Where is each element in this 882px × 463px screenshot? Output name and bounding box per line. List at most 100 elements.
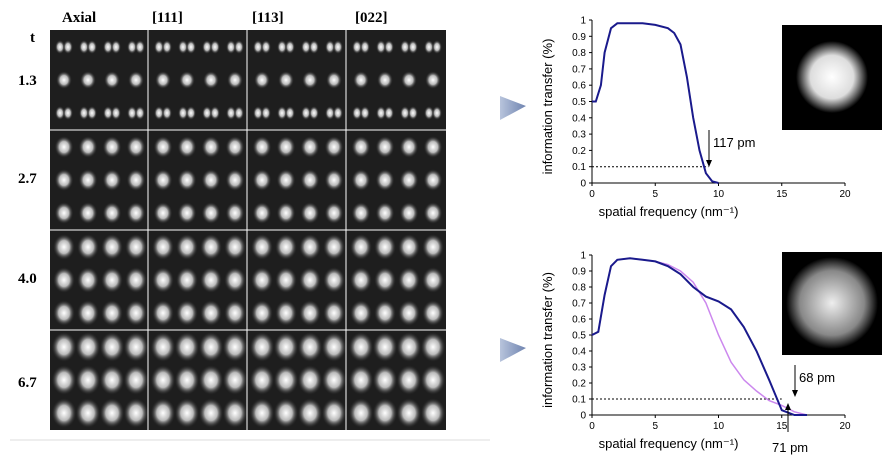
column-header: [113] [252, 10, 284, 26]
atom-column [80, 71, 96, 89]
atom-column [123, 398, 149, 428]
atom-column [398, 300, 420, 326]
atom-column [174, 365, 200, 395]
atom-column [198, 332, 224, 362]
atom-column [396, 332, 422, 362]
atom-column [104, 71, 120, 89]
atom-column [225, 169, 245, 191]
atom-column [350, 300, 372, 326]
atom-column [153, 202, 173, 224]
x-tick-label: 5 [652, 421, 658, 432]
atom-column [396, 365, 422, 395]
atom-column [301, 40, 311, 54]
atom-column [323, 234, 345, 260]
atom-column [375, 136, 395, 158]
y-tick-label: 0.9 [572, 267, 586, 278]
y-tick-label: 0.9 [572, 32, 586, 43]
atom-column [423, 136, 443, 158]
atom-column [202, 106, 212, 120]
atom-column [234, 40, 244, 54]
atom-column [422, 267, 444, 293]
atom-column [186, 106, 196, 120]
atom-column [152, 300, 174, 326]
atom-column [372, 398, 398, 428]
y-tick-label: 0.5 [572, 331, 586, 342]
atom-column [210, 40, 220, 54]
atom-column [126, 202, 146, 224]
atom-column [123, 365, 149, 395]
atom-column [201, 136, 221, 158]
atom-column [153, 169, 173, 191]
atom-column [432, 106, 442, 120]
atom-column [251, 267, 273, 293]
atom-column [360, 40, 370, 54]
atom-column [177, 136, 197, 158]
atom-column [125, 300, 147, 326]
atom-column [253, 106, 263, 120]
atom-column [376, 106, 386, 120]
atom-column [177, 169, 197, 191]
atom-column [408, 40, 418, 54]
atom-column [302, 71, 318, 89]
pointer [500, 338, 526, 362]
atom-column [249, 365, 275, 395]
atom-column [126, 169, 146, 191]
atom-column [324, 136, 344, 158]
atom-column [420, 365, 446, 395]
pointer [500, 96, 526, 120]
atom-column [423, 169, 443, 191]
annotation: 71 pm [772, 440, 808, 455]
atom-column [275, 300, 297, 326]
atom-column [377, 71, 393, 89]
atom-column [201, 169, 221, 191]
y-tick-label: 0 [580, 411, 586, 422]
atom-column [300, 202, 320, 224]
atom-column [278, 71, 294, 89]
y-tick-label: 0 [580, 179, 586, 190]
atom-column [253, 40, 263, 54]
atom-column [375, 202, 395, 224]
atom-column [323, 300, 345, 326]
atom-column [125, 267, 147, 293]
atom-column [51, 365, 77, 395]
atom-column [420, 398, 446, 428]
atom-column [54, 202, 74, 224]
atom-column [321, 398, 347, 428]
atom-column [400, 106, 410, 120]
atom-column [101, 267, 123, 293]
y-tick-label: 0.8 [572, 283, 586, 294]
atom-column [326, 71, 342, 89]
inset-disk [786, 257, 878, 349]
atom-column [111, 40, 121, 54]
atom-column [261, 40, 271, 54]
atom-column [422, 300, 444, 326]
atom-column [324, 169, 344, 191]
atom-column [55, 106, 65, 120]
atom-column [309, 40, 319, 54]
atom-column [102, 169, 122, 191]
atom-column [432, 40, 442, 54]
y-tick-label: 0.4 [572, 347, 586, 358]
atom-column [224, 267, 246, 293]
atom-column [198, 398, 224, 428]
atom-column [351, 136, 371, 158]
atom-column [372, 365, 398, 395]
x-tick-label: 20 [839, 421, 851, 432]
atom-column [200, 234, 222, 260]
atom-column [152, 267, 174, 293]
atom-column [111, 106, 121, 120]
y-tick-label: 0.4 [572, 113, 586, 124]
atom-column [297, 398, 323, 428]
atom-column [249, 332, 275, 362]
atom-column [226, 40, 236, 54]
y-tick-label: 0.2 [572, 146, 586, 157]
x-axis-label: spatial frequency (nm⁻¹) [599, 204, 739, 219]
atom-column [54, 136, 74, 158]
atom-column [51, 398, 77, 428]
x-tick-label: 10 [713, 189, 725, 200]
x-tick-label: 5 [652, 189, 658, 200]
atom-column [375, 169, 395, 191]
atom-column [300, 136, 320, 158]
atom-column [125, 234, 147, 260]
y-tick-label: 0.6 [572, 315, 586, 326]
